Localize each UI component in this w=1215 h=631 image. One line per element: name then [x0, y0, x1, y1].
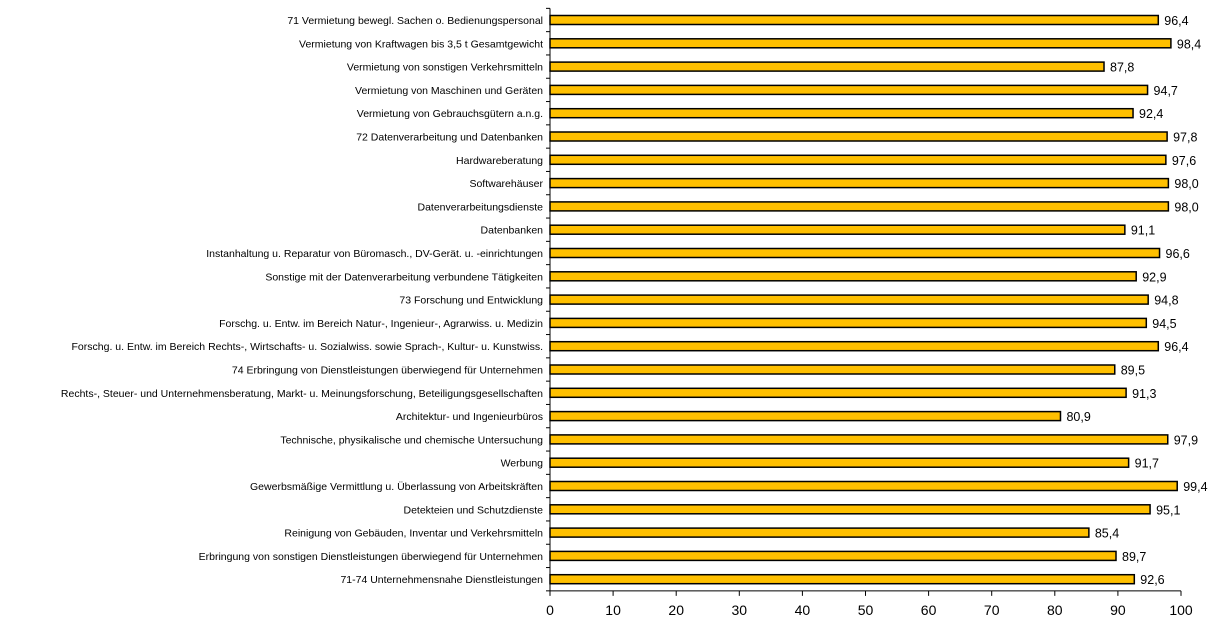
category-label: Datenverarbeitungsdienste	[418, 201, 544, 213]
value-label: 94,5	[1152, 317, 1176, 331]
category-label: 74 Erbringung von Dienstleistungen überw…	[232, 365, 543, 377]
value-label: 94,8	[1154, 294, 1178, 308]
bar	[549, 480, 1178, 492]
x-tick-label: 50	[858, 602, 874, 618]
value-label: 96,4	[1164, 14, 1188, 28]
bar	[549, 317, 1148, 329]
category-label: Werbung	[501, 458, 544, 470]
value-label: 85,4	[1095, 527, 1119, 541]
category-label: Instanhaltung u. Reparatur von Büromasch…	[206, 248, 543, 260]
bar	[549, 131, 1168, 142]
value-label: 96,4	[1164, 340, 1188, 354]
bar	[549, 61, 1105, 72]
bar	[549, 177, 1170, 189]
category-label: Vermietung von sonstigen Verkehrsmitteln	[347, 62, 543, 74]
bar	[549, 364, 1116, 375]
x-tick-label: 80	[1047, 602, 1063, 618]
value-label: 91,7	[1135, 457, 1159, 471]
x-tick-label: 90	[1110, 602, 1126, 618]
category-label: 71-74 Unternehmensnahe Dienstleistungen	[340, 574, 543, 586]
bar	[549, 527, 1090, 538]
bar	[549, 573, 1136, 585]
category-label: Hardwareberatung	[456, 155, 543, 167]
value-label: 94,7	[1154, 84, 1178, 98]
category-label: 73 Forschung und Entwicklung	[399, 295, 543, 307]
bars-group	[549, 14, 1178, 585]
value-label: 87,8	[1110, 61, 1134, 75]
x-axis: 0 10 20 30 40 50 60 70 80 90 100	[546, 7, 1193, 618]
bar	[549, 504, 1151, 515]
value-label: 99,4	[1183, 480, 1207, 494]
bar	[549, 294, 1149, 305]
category-label: Softwarehäuser	[469, 178, 543, 190]
value-label: 89,5	[1121, 364, 1145, 378]
value-label: 97,8	[1173, 131, 1197, 145]
category-label: Vermietung von Kraftwagen bis 3,5 t Gesa…	[299, 38, 543, 50]
x-tick-label: 20	[668, 602, 684, 618]
x-tick-label: 30	[732, 602, 748, 618]
category-label: Vermietung von Gebrauchsgütern a.n.g.	[357, 108, 543, 120]
x-tick-label: 10	[605, 602, 621, 618]
bar	[549, 38, 1172, 49]
x-tick-label: 70	[984, 602, 1000, 618]
x-tick-label: 40	[795, 602, 811, 618]
value-label: 92,4	[1139, 107, 1163, 121]
bar	[549, 107, 1134, 119]
category-label: Technische, physikalische und chemische …	[280, 434, 543, 446]
category-label: 71 Vermietung bewegl. Sachen o. Bedienun…	[287, 15, 543, 27]
category-label: Forschg. u. Entw. im Bereich Rechts-, Wi…	[72, 341, 543, 353]
category-label: Sonstige mit der Datenverarbeitung verbu…	[265, 271, 543, 283]
x-tick-label: 0	[546, 602, 554, 618]
bar	[549, 224, 1126, 235]
category-label: 72 Datenverarbeitung und Datenbanken	[356, 132, 543, 144]
bar	[549, 84, 1149, 96]
bar	[549, 14, 1160, 26]
bar	[549, 550, 1117, 562]
category-label: Vermietung von Maschinen und Geräten	[355, 85, 543, 97]
value-label: 91,1	[1131, 224, 1155, 238]
bar	[549, 387, 1127, 399]
value-label: 97,6	[1172, 154, 1196, 168]
bar	[549, 271, 1137, 282]
value-label: 89,7	[1122, 550, 1146, 564]
value-labels: 96,4 98,4 87,8 94,7 92,4 97,8 97,6 98,0 98,0 91,1…	[1066, 14, 1207, 587]
bar	[549, 154, 1167, 166]
bar	[549, 247, 1161, 259]
bar	[549, 457, 1130, 468]
category-label: Reinigung von Gebäuden, Inventar und Ver…	[284, 528, 543, 540]
value-label: 98,4	[1177, 37, 1201, 51]
category-label: Detekteien und Schutzdienste	[403, 504, 543, 516]
value-label: 98,0	[1174, 177, 1198, 191]
category-labels: 71 Vermietung bewegl. Sachen o. Bedienun…	[61, 15, 544, 586]
value-label: 98,0	[1174, 200, 1198, 214]
value-label: 96,6	[1166, 247, 1190, 261]
bar	[549, 340, 1160, 352]
value-label: 97,9	[1174, 433, 1198, 447]
category-label: Architektur- und Ingenieurbüros	[396, 411, 543, 423]
x-tick-label: 100	[1169, 602, 1193, 618]
category-label: Rechts-, Steuer- und Unternehmensberatun…	[61, 388, 543, 400]
value-label: 95,1	[1156, 503, 1180, 517]
bar	[549, 201, 1170, 212]
x-tick-label: 60	[921, 602, 937, 618]
bar	[549, 410, 1062, 422]
bar	[549, 434, 1169, 445]
value-label: 80,9	[1066, 410, 1090, 424]
category-label: Erbringung von sonstigen Dienstleistunge…	[199, 551, 544, 563]
value-label: 92,6	[1140, 573, 1164, 587]
value-label: 91,3	[1132, 387, 1156, 401]
value-label: 92,9	[1142, 270, 1166, 284]
category-label: Forschg. u. Entw. im Bereich Natur-, Ing…	[219, 318, 543, 330]
category-label: Datenbanken	[481, 225, 544, 237]
category-label: Gewerbsmäßige Vermittlung u. Überlassung…	[250, 481, 543, 493]
